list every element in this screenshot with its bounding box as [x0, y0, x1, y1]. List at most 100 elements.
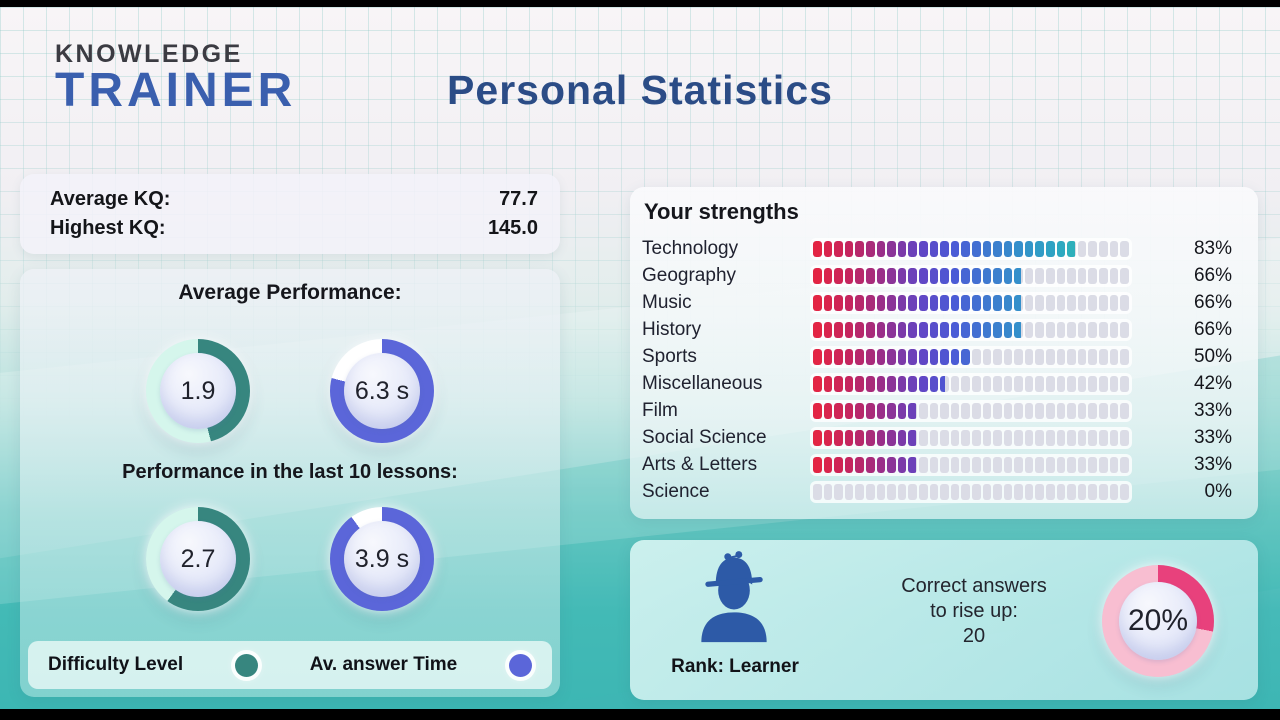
- strength-bar-segment: [876, 375, 886, 392]
- strength-bar-segment: [865, 402, 875, 419]
- strength-bar-segment: [1003, 240, 1013, 257]
- strength-bar: [810, 345, 1132, 368]
- strength-bar-segment: [1120, 294, 1129, 311]
- strength-bar-segment: [1120, 429, 1129, 446]
- strength-bar-segment: [929, 294, 939, 311]
- strength-bar-segment: [982, 240, 992, 257]
- strength-bar-segment: [1003, 402, 1013, 419]
- strength-bar-segment: [1109, 429, 1119, 446]
- strength-bar-segment: [1088, 321, 1098, 338]
- strength-bar-segment: [897, 429, 907, 446]
- strength-bar-segment: [855, 348, 864, 365]
- strength-bar-segment: [844, 375, 854, 392]
- strength-bar-segment: [1099, 402, 1108, 419]
- strength-bar-segment: [855, 294, 864, 311]
- performance-legend: Difficulty Level Av. answer Time: [28, 641, 552, 689]
- strength-bar-segment: [1120, 267, 1129, 284]
- strength-bar-segment: [1109, 402, 1119, 419]
- strength-bar-segment: [1014, 240, 1023, 257]
- strength-bar-segment: [834, 321, 843, 338]
- strength-bar-segment: [1088, 267, 1098, 284]
- strength-percent: 42%: [1193, 372, 1232, 394]
- strength-bar-segment: [971, 321, 981, 338]
- strength-bar-segment: [929, 240, 939, 257]
- strength-bar-segment: [908, 321, 917, 338]
- strength-row: Arts & Letters 33%: [642, 451, 1232, 478]
- strengths-title: Your strengths: [644, 199, 799, 224]
- strength-bar-segment: [897, 321, 907, 338]
- strength-bar-segment: [813, 429, 822, 446]
- strength-bar-segment: [1109, 321, 1119, 338]
- rise-up-message: Correct answers to rise up: 20: [844, 574, 1104, 649]
- strength-bar-segment: [1099, 348, 1108, 365]
- strength-bar-segment: [823, 267, 833, 284]
- strength-bar-segment: [971, 348, 981, 365]
- strength-bar-segment: [844, 321, 854, 338]
- strength-row: Technology 83%: [642, 235, 1232, 262]
- strength-bar-segment: [1003, 348, 1013, 365]
- strength-bar-segment: [823, 402, 833, 419]
- strength-bar-segment: [887, 240, 896, 257]
- strength-bar-segment: [1046, 429, 1055, 446]
- strength-bar-segment: [1046, 294, 1055, 311]
- strength-bar-segment: [865, 240, 875, 257]
- strength-bar-segment: [887, 402, 896, 419]
- donut-value: 6.3 s: [354, 376, 410, 405]
- strength-bar-segment: [971, 294, 981, 311]
- strength-bar-segment: [855, 375, 864, 392]
- legend-dot-icon: [509, 653, 532, 677]
- rank-progress-value: 20%: [1127, 604, 1189, 637]
- strength-bar-segment: [993, 321, 1002, 338]
- strength-bar-segment: [1067, 294, 1076, 311]
- strength-bar-segment: [982, 267, 992, 284]
- strength-bar-segment: [823, 375, 833, 392]
- strength-bar-segment: [1024, 483, 1034, 500]
- strength-bar-segment: [855, 240, 864, 257]
- strength-bar-segment: [929, 375, 939, 392]
- strength-bar-segment: [1003, 375, 1013, 392]
- strength-bar-segment: [1035, 456, 1045, 473]
- strength-bar-segment: [813, 294, 822, 311]
- strength-bar: [810, 480, 1132, 503]
- strength-bar-segment: [908, 483, 917, 500]
- strength-bar-segment: [813, 456, 822, 473]
- strength-bar-segment: [823, 240, 833, 257]
- strength-bar-segment: [855, 321, 864, 338]
- strength-bar-segment: [844, 267, 854, 284]
- strength-bar-segment: [908, 348, 917, 365]
- strength-bar-segment: [865, 456, 875, 473]
- strength-bar-segment: [918, 483, 928, 500]
- strength-bar-segment: [1035, 294, 1045, 311]
- strength-category-label: Technology: [642, 237, 739, 259]
- strength-bar-segment: [855, 483, 864, 500]
- strength-row: Music 66%: [642, 289, 1232, 316]
- strength-bar-segment: [844, 402, 854, 419]
- rise-up-message-line: 20: [962, 625, 986, 647]
- strength-bar-segment: [1099, 240, 1108, 257]
- strength-bar-segment: [823, 456, 833, 473]
- strength-bar-segment: [1120, 375, 1129, 392]
- highest-kq-row: Highest KQ: 145.0: [20, 217, 560, 240]
- strength-bar-segment: [813, 321, 822, 338]
- strength-bar-segment: [1035, 402, 1045, 419]
- strength-bar-segment: [1067, 321, 1076, 338]
- average-kq-label: Average KQ:: [50, 188, 171, 210]
- strength-bar: [810, 453, 1132, 476]
- donut-value: 3.9 s: [354, 544, 410, 573]
- strength-bar-segment: [940, 456, 949, 473]
- strength-bar-segment: [897, 267, 907, 284]
- strength-bar-segment: [929, 348, 939, 365]
- strength-bar-segment: [1077, 483, 1087, 500]
- strength-bar-segment: [961, 375, 970, 392]
- strength-bar-segment: [1024, 375, 1034, 392]
- strength-bar-segment: [908, 294, 917, 311]
- rise-up-message-line: Correct answers: [901, 575, 1047, 597]
- rank-label: Rank: Learner: [671, 656, 799, 677]
- strength-bar-segment: [1056, 240, 1066, 257]
- strength-percent: 66%: [1193, 264, 1232, 286]
- strength-bar-segment: [887, 321, 896, 338]
- strength-bar-segment: [1120, 456, 1129, 473]
- strength-bar-segment: [855, 456, 864, 473]
- strength-bar-segment: [834, 267, 843, 284]
- strength-bar-segment: [993, 240, 1002, 257]
